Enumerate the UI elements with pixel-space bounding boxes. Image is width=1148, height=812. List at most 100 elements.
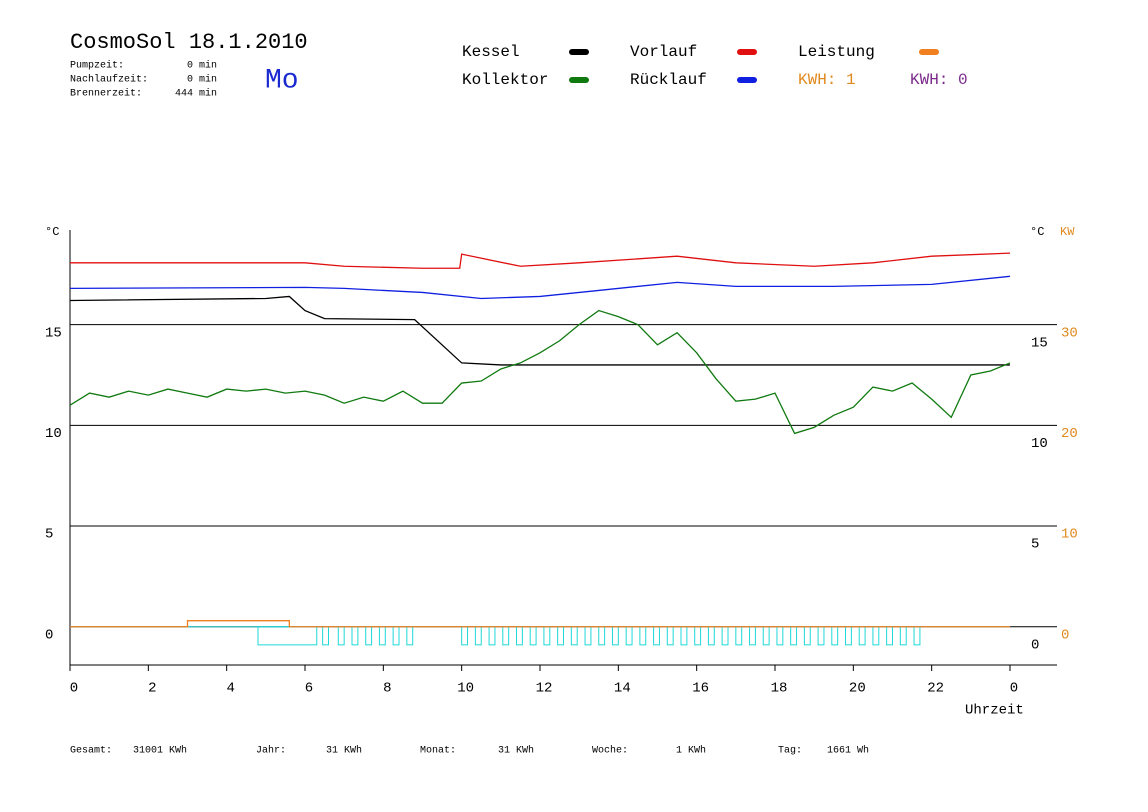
pump-pulse: [557, 626, 564, 646]
pump-pulse: [611, 626, 619, 646]
pump-pulse: [899, 626, 907, 646]
pump-pulse: [516, 626, 523, 646]
x-tick-label: 16: [692, 681, 709, 697]
pump-pulse: [337, 626, 345, 646]
y-tick-label-right: 5: [1031, 537, 1039, 553]
y-axis-label: °C: [45, 225, 59, 239]
series-line: [70, 620, 1010, 628]
pump-pulse: [790, 626, 798, 646]
pump-pulse: [322, 626, 329, 646]
footer-label: Jahr:: [256, 745, 286, 757]
x-tick-label: 0: [70, 681, 78, 697]
footer-label: Monat:: [420, 746, 456, 757]
pump-pulse: [502, 626, 510, 646]
stat-value: 0 min: [187, 74, 217, 86]
pump-pulse: [378, 626, 386, 646]
pump-pulse: [365, 626, 373, 646]
series-line: [69, 275, 1011, 300]
series-line: [70, 252, 1011, 269]
pump-pulse: [461, 626, 469, 646]
weekday: Mo: [265, 65, 299, 96]
y2-tick-label: 30: [1061, 325, 1078, 341]
legend-label: Kollektor: [462, 71, 548, 89]
footer-value: 1 KWh: [676, 745, 706, 757]
x-tick-label: 10: [457, 681, 474, 697]
y-tick-label: 0: [45, 627, 53, 643]
y-tick-label: 5: [45, 527, 53, 543]
y-tick-label: 10: [45, 426, 62, 442]
x-tick-label: 18: [771, 681, 788, 697]
pump-pulse: [858, 626, 866, 646]
pump-pulse: [257, 626, 318, 646]
pump-pulse: [653, 626, 660, 646]
pump-pulse: [749, 626, 756, 646]
pump-pulse: [488, 626, 496, 646]
pump-pulse: [803, 626, 811, 646]
pump-pulse: [776, 626, 784, 646]
pump-pulse: [817, 626, 825, 646]
x-tick-label: 4: [226, 681, 234, 697]
x-tick-label: 0: [1010, 681, 1018, 697]
pump-pulse: [694, 626, 702, 646]
legend-label: Kessel: [462, 43, 520, 61]
footer-value: 1661 Wh: [827, 745, 869, 757]
footer-value: 31 KWh: [326, 745, 362, 757]
pump-pulse: [529, 626, 537, 646]
pump-pulse: [474, 626, 482, 646]
x-axis-label: Uhrzeit: [965, 703, 1024, 719]
x-tick-label: 20: [849, 681, 866, 697]
legend-kwh: KWH: 0: [910, 71, 968, 89]
y2-tick-label: 20: [1061, 426, 1078, 442]
pump-pulse: [625, 626, 633, 646]
x-tick-label: 2: [148, 681, 156, 697]
legend-label: Vorlauf: [630, 43, 697, 61]
pump-pulse: [543, 626, 551, 646]
pump-pulse: [351, 626, 359, 646]
pump-pulse: [639, 626, 647, 646]
y2-tick-label: 10: [1061, 527, 1078, 543]
series-line: [69, 309, 1011, 435]
stat-label: Pumpzeit:: [70, 60, 124, 72]
x-tick-label: 12: [536, 681, 553, 697]
y-tick-label-right: 15: [1031, 335, 1048, 351]
chart-title: CosmoSol 18.1.2010: [70, 30, 308, 55]
footer-value: 31 KWh: [498, 745, 534, 757]
footer-label: Woche:: [592, 745, 628, 757]
legend-kwh: KWH: 1: [798, 71, 856, 89]
pump-pulse: [392, 626, 400, 646]
y-axis-label-right: °C: [1030, 225, 1044, 239]
stat-value: 444 min: [175, 88, 217, 100]
pump-pulse: [680, 626, 688, 646]
stat-label: Nachlaufzeit:: [70, 74, 148, 86]
pump-pulse: [735, 626, 743, 646]
pump-pulse: [598, 626, 606, 646]
legend-label: Leistung: [798, 43, 875, 61]
pump-pulse: [845, 626, 852, 646]
pump-pulse: [872, 626, 880, 646]
legend-label: Rücklauf: [630, 71, 707, 89]
pump-pulse: [707, 626, 715, 646]
x-tick-label: 22: [927, 681, 944, 697]
pump-pulse: [913, 626, 921, 646]
pump-pulse: [831, 626, 839, 646]
series-line: [69, 295, 1010, 366]
x-tick-label: 6: [305, 681, 313, 697]
footer-value: 31001 KWh: [133, 745, 187, 757]
pump-pulse: [570, 626, 578, 646]
pump-pulse: [406, 626, 414, 646]
pump-pulse: [721, 626, 729, 646]
footer-label: Gesamt:: [70, 746, 112, 757]
pump-pulse: [666, 626, 674, 646]
y-tick-label: 15: [45, 325, 62, 341]
pump-pulse: [584, 626, 592, 646]
y2-axis-label: KW: [1060, 225, 1075, 239]
x-tick-label: 14: [614, 681, 631, 697]
x-tick-label: 8: [383, 681, 391, 697]
pump-pulse: [762, 626, 770, 646]
footer-label: Tag:: [778, 746, 802, 757]
stat-label: Brennerzeit:: [70, 88, 142, 100]
y-tick-label-right: 0: [1031, 637, 1039, 653]
y2-tick-label: 0: [1061, 627, 1069, 643]
pump-pulse: [886, 626, 893, 646]
